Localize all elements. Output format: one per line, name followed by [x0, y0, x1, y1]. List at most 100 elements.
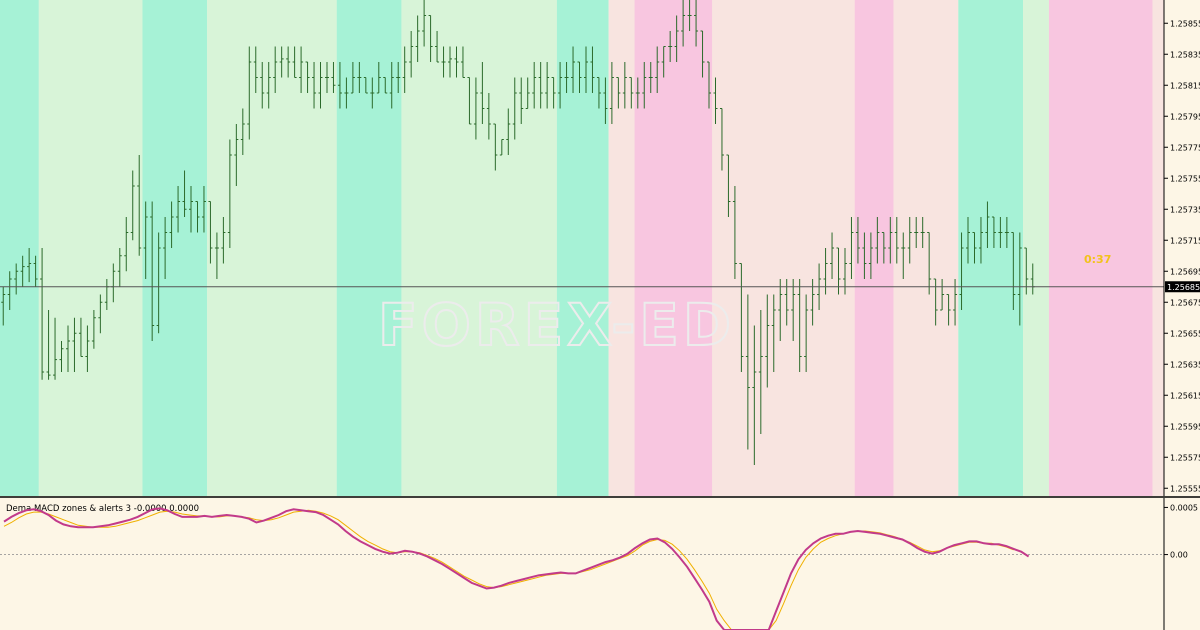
price-tick-label: 1.25555	[1170, 484, 1200, 493]
ohlc-bar	[137, 155, 142, 256]
ohlc-bar	[1004, 217, 1009, 248]
ohlc-bar	[583, 46, 588, 93]
zone-band-strong-bull	[336, 0, 402, 496]
price-tick-label: 1.25695	[1170, 267, 1200, 276]
ohlc-bar	[862, 232, 867, 279]
ohlc-bar	[674, 15, 679, 62]
ohlc-bar	[551, 77, 556, 109]
ohlc-bar	[247, 46, 252, 140]
ohlc-bar	[40, 248, 45, 380]
ohlc-bar	[324, 62, 329, 93]
ohlc-bar	[532, 62, 537, 109]
ohlc-bar	[713, 77, 718, 124]
ohlc-bar	[72, 317, 77, 372]
ohlc-bar	[422, 0, 427, 47]
ohlc-bar	[875, 217, 880, 264]
ohlc-bar	[53, 317, 58, 380]
ohlc-bar	[480, 62, 485, 124]
ohlc-bar	[460, 46, 465, 78]
zone-band-strong-bear	[634, 0, 713, 496]
ohlc-bar	[596, 77, 601, 109]
ohlc-bar	[59, 341, 64, 372]
ohlc-bar	[868, 232, 873, 279]
ohlc-bar	[991, 216, 996, 248]
ohlc-bar	[545, 62, 550, 109]
ohlc-bar	[622, 62, 627, 109]
ohlc-bar	[234, 124, 239, 186]
ohlc-bar	[901, 232, 906, 279]
price-tick-label: 1.25675	[1170, 298, 1200, 307]
ohlc-bar	[176, 186, 181, 233]
ohlc-bar	[888, 217, 893, 264]
price-tick-label: 1.25835	[1170, 50, 1200, 59]
ohlc-bar	[150, 201, 155, 341]
ohlc-bar	[195, 201, 200, 233]
ohlc-bar	[571, 46, 576, 93]
price-pane[interactable]: FOREX-ED 0:37	[0, 0, 1164, 496]
price-tick-label: 1.25575	[1170, 453, 1200, 462]
ohlc-bar	[318, 62, 323, 109]
ohlc-bar	[849, 217, 854, 279]
ohlc-bar	[402, 46, 407, 93]
zone-band-weak-bull	[401, 0, 557, 496]
ohlc-bar	[927, 232, 932, 295]
ohlc-bar	[473, 77, 478, 140]
ohlc-bar	[163, 217, 168, 279]
ohlc-bar	[409, 31, 414, 78]
indicator-ticks: 0.0005 0.00	[1164, 503, 1198, 560]
ohlc-bar	[266, 62, 271, 109]
ohlc-bar	[27, 248, 32, 283]
price-tick-label: 1.25795	[1170, 112, 1200, 121]
ohlc-bar	[260, 62, 265, 109]
ohlc-bar	[279, 46, 284, 78]
ohlc-bar	[350, 62, 355, 94]
ohlc-bar	[493, 123, 498, 171]
indicator-pane[interactable]: Dema MACD zones & alerts 3 -0.0000 0.000…	[0, 504, 1164, 630]
ohlc-bar	[46, 310, 51, 380]
ohlc-bar	[227, 139, 232, 248]
zone-band-weak-bear	[1152, 0, 1164, 496]
ohlc-bar	[642, 62, 647, 109]
ohlc-bar	[797, 279, 802, 372]
ohlc-bar	[985, 201, 990, 248]
ohlc-bar	[590, 46, 595, 93]
ohlc-bar	[389, 62, 394, 109]
indicator-title: Dema MACD zones & alerts 3 -0.0000 0.000…	[6, 504, 199, 514]
ohlc-bar	[855, 217, 860, 264]
price-tick-label: 1.25735	[1170, 205, 1200, 214]
ohlc-bar	[959, 232, 964, 310]
zone-band-strong-bear	[854, 0, 894, 496]
ohlc-bar	[91, 310, 96, 349]
price-tick-label: 1.25655	[1170, 329, 1200, 338]
ohlc-bar	[221, 217, 226, 264]
price-ticks: 1.25855 1.25835 1.25815 1.25795 1.25775 1.257…	[1164, 19, 1200, 493]
zone-band-strong-bear	[1048, 0, 1153, 496]
ohlc-bar	[629, 77, 634, 109]
zone-band-weak-bear	[608, 0, 635, 496]
ohlc-bar	[946, 294, 951, 326]
ohlc-bar	[78, 317, 83, 357]
ohlc-bar	[240, 108, 245, 155]
ohlc-bar	[564, 62, 569, 93]
zone-band-weak-bear	[712, 0, 855, 496]
ohlc-bar	[214, 232, 219, 279]
ohlc-bar	[920, 217, 925, 248]
ohlc-bar	[189, 186, 194, 233]
ohlc-bar	[14, 263, 19, 295]
ohlc-bar	[143, 201, 148, 279]
ohlc-bar	[1, 286, 6, 326]
ohlc-bar	[914, 217, 919, 248]
ohlc-bar	[33, 255, 38, 287]
ohlc-bar	[130, 170, 135, 241]
ohlc-bar	[635, 77, 640, 109]
ohlc-bar	[791, 279, 796, 341]
ohlc-bar	[978, 217, 983, 264]
ohlc-bar	[771, 294, 776, 372]
zone-band-strong-bull	[556, 0, 609, 496]
ohlc-bar	[558, 62, 563, 109]
ohlc-bar	[694, 0, 699, 47]
current-price-label-bg	[1165, 281, 1200, 293]
ohlc-bar	[1011, 232, 1016, 310]
ohlc-bar	[98, 294, 103, 334]
